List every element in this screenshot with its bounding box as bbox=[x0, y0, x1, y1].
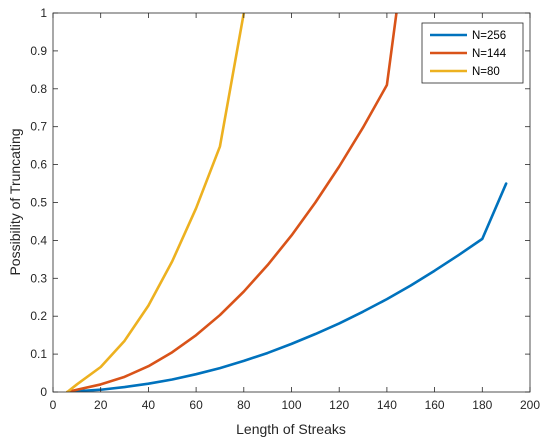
y-tick-label: 0.6 bbox=[30, 158, 47, 172]
y-tick-label: 0.7 bbox=[30, 120, 47, 134]
series-line-n-80 bbox=[66, 13, 246, 392]
legend-label-n-256: N=256 bbox=[472, 30, 506, 42]
x-tick-label: 80 bbox=[237, 398, 251, 412]
y-tick-label: 0.2 bbox=[30, 309, 47, 323]
legend: N=256 N=144 N=80 bbox=[421, 22, 524, 84]
x-tick-label: 20 bbox=[94, 398, 108, 412]
series-layer bbox=[66, 13, 508, 392]
x-tick-label: 120 bbox=[329, 398, 349, 412]
y-tick-label: 0.9 bbox=[30, 44, 47, 58]
x-tick-label: 160 bbox=[425, 398, 445, 412]
x-tick-label: 200 bbox=[520, 398, 540, 412]
y-tick-label: 0 bbox=[40, 385, 47, 399]
y-tick-label: 1 bbox=[40, 6, 47, 20]
x-tick-label: 60 bbox=[189, 398, 203, 412]
legend-label-n-80: N=80 bbox=[472, 66, 500, 78]
y-axis-label: Possibility of Truncating bbox=[7, 128, 23, 275]
series-line-n-144 bbox=[66, 13, 398, 392]
y-tick-label: 0.1 bbox=[30, 347, 47, 361]
y-tick-label: 0.3 bbox=[30, 271, 47, 285]
x-tick-label: 180 bbox=[472, 398, 492, 412]
legend-label-n-144: N=144 bbox=[472, 48, 507, 60]
y-tick-label: 0.8 bbox=[30, 82, 47, 96]
x-axis-label: Length of Streaks bbox=[236, 421, 346, 437]
x-tick-label: 140 bbox=[377, 398, 397, 412]
x-tick-label: 0 bbox=[50, 398, 57, 412]
y-tick-label: 0.5 bbox=[30, 196, 47, 210]
y-tick-label: 0.4 bbox=[30, 233, 47, 247]
axes-layer: 0 20 40 60 80 100 120 140 160 180 200 0 0.1 0.2 0.3 0.4… bbox=[30, 6, 540, 412]
x-tick-label: 40 bbox=[142, 398, 156, 412]
x-tick-label: 100 bbox=[281, 398, 301, 412]
series-line-n-256 bbox=[66, 182, 508, 392]
